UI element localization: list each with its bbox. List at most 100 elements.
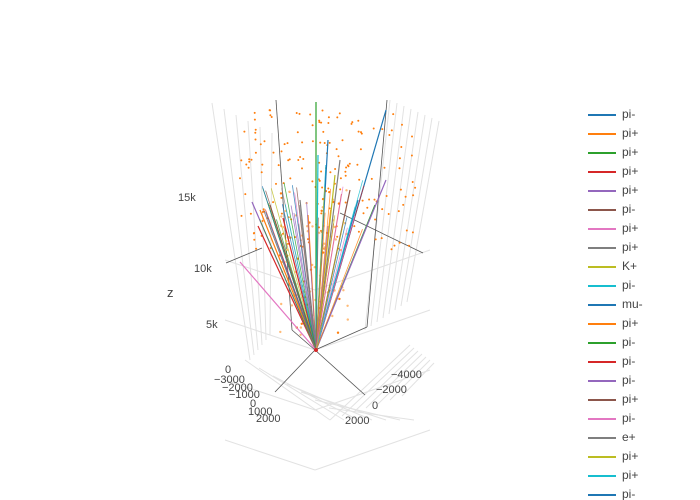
track-line [299,205,317,351]
legend-item[interactable]: K+ [588,257,700,276]
x-tick-label: −2000 [376,384,407,396]
legend-item[interactable]: pi- [588,371,700,390]
hit-point [338,297,341,301]
hit-point [311,140,314,143]
hit-point [313,266,316,269]
grid-line [394,114,426,311]
hit-point [321,109,324,112]
hit-point [288,190,291,193]
legend-swatch [588,189,616,192]
legend-label: pi- [622,335,636,349]
legend-item[interactable]: pi- [588,409,700,428]
legend-item[interactable]: pi- [588,333,700,352]
hit-point [351,121,354,124]
hit-point [287,159,290,162]
legend-label: pi+ [622,468,639,482]
legend-item[interactable]: pi- [588,200,700,219]
hit-point [279,330,282,334]
legend-label: pi+ [622,240,639,254]
hit-point [360,132,363,135]
axis-edge [366,99,388,328]
hit-point [249,212,252,215]
hit-point [322,130,325,133]
legend-item[interactable]: pi- [588,485,700,500]
legend-item[interactable]: pi+ [588,314,700,333]
hit-point [414,186,417,189]
legend-swatch [588,246,616,249]
hit-point [333,225,336,229]
legend-item[interactable]: pi+ [588,238,700,257]
y-tick-label: 1000 [248,406,272,418]
hit-point [380,237,383,240]
track-line [315,186,344,351]
hit-point [298,112,301,115]
hit-point [320,170,323,173]
y-tick-label: 0 [250,398,256,410]
hit-point [285,248,289,251]
legend-label: e+ [622,430,636,444]
legend-swatch [588,303,616,306]
legend-swatch [588,379,616,382]
legend-item[interactable]: pi+ [588,390,700,409]
legend-swatch [588,322,616,325]
grid-line [341,347,415,417]
hit-point [381,208,384,211]
legend-item[interactable]: e+ [588,428,700,447]
hit-point [248,158,251,161]
legend-swatch [588,208,616,211]
track-line [315,220,345,351]
legend-item[interactable]: pi+ [588,219,700,238]
hit-point [270,116,273,118]
hit-point [260,171,263,174]
hit-point [345,166,348,169]
legend-swatch [588,170,616,173]
hit-point [360,131,362,134]
z-axis-title: z [167,285,174,300]
legend-swatch [588,132,616,135]
y-tick-label: −3000 [214,374,245,386]
legend-swatch [588,398,616,401]
hit-point [296,131,299,134]
grid-line [259,126,267,341]
hit-point [280,196,283,199]
hit-point [290,304,294,307]
x-tick-label: −4000 [391,369,422,381]
legend-item[interactable]: pi+ [588,124,700,143]
legend-swatch [588,493,616,496]
hit-point [398,241,401,244]
legend-item[interactable]: pi+ [588,181,700,200]
track-line [283,182,317,351]
hit-point [368,198,371,201]
grid-line [376,105,405,323]
track-line [259,219,317,351]
grid-line [224,439,316,471]
hit-point [269,114,272,117]
hit-point [357,130,360,133]
legend-label: pi+ [622,183,639,197]
legend-item[interactable]: pi+ [588,162,700,181]
legend-item[interactable]: pi- [588,352,700,371]
legend-item[interactable]: pi- [588,105,700,124]
hit-point [344,174,347,177]
hit-point [337,155,340,158]
legend-item[interactable]: mu- [588,295,700,314]
hit-point [361,199,364,202]
grid-line [364,99,391,331]
legend-item[interactable]: pi+ [588,447,700,466]
grid-line [269,132,273,336]
legend-item[interactable]: pi- [588,276,700,295]
hit-point [402,203,405,206]
track-line [315,212,326,351]
hit-point [283,143,286,146]
hit-point [328,141,331,144]
legend-item[interactable]: pi+ [588,466,700,485]
grid-line [406,120,440,303]
grid-line [314,309,431,351]
hit-point [239,177,241,180]
legend-item[interactable]: pi+ [588,143,700,162]
hit-point [344,201,347,204]
hit-point [254,128,257,131]
grid-line [235,114,259,351]
hit-point [319,141,322,144]
